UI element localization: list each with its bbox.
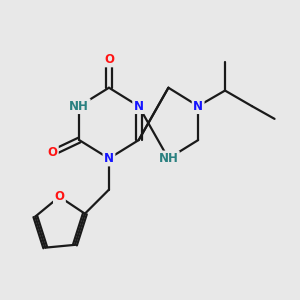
Text: N: N <box>104 152 114 165</box>
Text: N: N <box>134 100 144 112</box>
Text: NH: NH <box>158 152 178 165</box>
Text: O: O <box>104 53 114 66</box>
Text: O: O <box>47 146 57 159</box>
Text: N: N <box>193 100 203 112</box>
Text: O: O <box>54 190 64 203</box>
Text: NH: NH <box>69 100 89 112</box>
